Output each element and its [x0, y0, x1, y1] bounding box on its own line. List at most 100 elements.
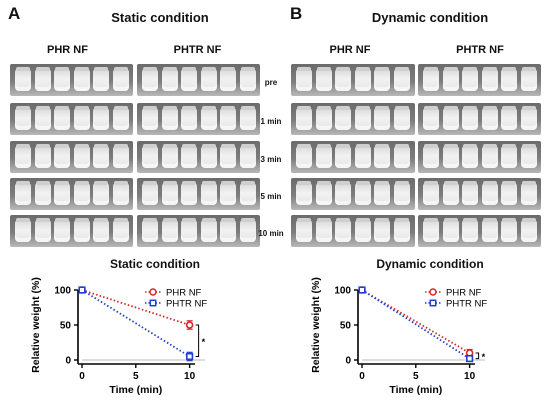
vial-image — [296, 144, 312, 168]
vial-photo-a-phtr-row3 — [137, 141, 260, 173]
vial-image — [73, 218, 90, 242]
vial-photo-a-phr-row4 — [10, 178, 133, 210]
vial-photo-b-phr-row1 — [291, 64, 415, 96]
vial-image — [423, 181, 439, 205]
x-axis-label: Time (min) — [389, 384, 442, 396]
y-tick-label: 50 — [60, 321, 72, 332]
series-line-phtr — [361, 289, 471, 360]
vial-image — [54, 181, 70, 205]
vial-image — [112, 67, 129, 91]
vial-image — [142, 218, 158, 242]
vial-image — [112, 144, 129, 168]
x-tick-label: 5 — [133, 371, 139, 382]
data-point-phtr — [186, 352, 194, 361]
legend-label: PHTR NF — [166, 299, 207, 310]
vial-image — [315, 181, 332, 205]
vial-image — [200, 181, 217, 205]
vial-image — [393, 67, 410, 91]
data-point-phtr — [78, 286, 86, 294]
vial-image — [501, 181, 517, 205]
vial-image — [220, 144, 236, 168]
vial-image — [481, 181, 498, 205]
time-label-1min: 1 min — [260, 117, 282, 126]
vial-image — [501, 218, 517, 242]
dynamic-condition-chart: 0 50 100 0 5 10 Time (min) Relative weight (%) *… — [310, 277, 487, 396]
vial-image — [220, 181, 236, 205]
vial-image — [393, 181, 410, 205]
significance-bracket — [475, 352, 480, 360]
vial-image — [315, 144, 332, 168]
vial-image — [15, 106, 31, 130]
legend-marker-phr — [149, 288, 157, 296]
legend-label: PHR NF — [166, 288, 202, 299]
data-point-phtr — [358, 286, 366, 294]
vial-image — [354, 106, 371, 130]
vial-photo-b-phtr-row1 — [418, 64, 541, 96]
vial-image — [501, 106, 517, 130]
vial-image — [73, 144, 90, 168]
vial-photo-b-phtr-row2 — [418, 103, 541, 135]
legend-label: PHR NF — [446, 288, 482, 299]
vial-image — [142, 144, 158, 168]
vial-image — [520, 218, 537, 242]
vial-image — [15, 218, 31, 242]
vial-image — [220, 218, 236, 242]
vial-image — [520, 67, 537, 91]
vial-image — [462, 181, 478, 205]
vial-image — [335, 144, 351, 168]
vial-image — [501, 67, 517, 91]
vial-image — [15, 67, 31, 91]
x-tick-label: 5 — [413, 371, 419, 382]
vial-image — [73, 106, 90, 130]
vial-photo-b-phr-row4 — [291, 178, 415, 210]
series-line-phr — [361, 289, 471, 354]
vial-image — [181, 144, 197, 168]
vial-image — [296, 181, 312, 205]
panel-a-col-phtr: PHTR NF — [173, 44, 222, 56]
vial-photo-a-phr-row5 — [10, 215, 133, 247]
vial-image — [93, 67, 109, 91]
vial-image — [54, 67, 70, 91]
significance-bracket — [195, 324, 200, 357]
vial-image — [393, 144, 410, 168]
vial-image — [442, 218, 459, 242]
vial-photo-a-phtr-row2 — [137, 103, 260, 135]
vial-image — [112, 106, 129, 130]
vial-image — [315, 106, 332, 130]
x-tick-label: 0 — [79, 371, 85, 382]
vial-image — [239, 218, 256, 242]
vial-image — [520, 106, 537, 130]
vial-image — [374, 106, 390, 130]
vial-image — [93, 218, 109, 242]
y-tick-label: 50 — [340, 321, 352, 332]
vial-photo-b-phtr-row5 — [418, 215, 541, 247]
vial-image — [335, 67, 351, 91]
vial-image — [335, 106, 351, 130]
y-tick-label: 100 — [54, 286, 71, 297]
vial-image — [34, 106, 51, 130]
vial-image — [73, 67, 90, 91]
vial-image — [181, 181, 197, 205]
vial-image — [142, 181, 158, 205]
x-axis-label: Time (min) — [109, 384, 162, 396]
vial-image — [73, 181, 90, 205]
vial-photo-b-phtr-row3 — [418, 141, 541, 173]
chart-b-title: Dynamic condition — [376, 257, 484, 271]
time-label-5min: 5 min — [260, 192, 282, 201]
vial-image — [161, 67, 178, 91]
vial-image — [374, 218, 390, 242]
vial-photo-b-phr-row2 — [291, 103, 415, 135]
y-axis-label: Relative weight (%) — [310, 277, 322, 373]
vial-image — [335, 181, 351, 205]
vial-image — [481, 218, 498, 242]
vial-image — [161, 106, 178, 130]
x-tick-label: 0 — [359, 371, 365, 382]
vial-image — [374, 144, 390, 168]
vial-image — [161, 181, 178, 205]
vial-image — [374, 67, 390, 91]
legend-marker-phtr — [149, 299, 157, 307]
vial-image — [354, 67, 371, 91]
vial-image — [34, 67, 51, 91]
panel-b-col-phtr: PHTR NF — [456, 44, 504, 56]
vial-image — [34, 181, 51, 205]
